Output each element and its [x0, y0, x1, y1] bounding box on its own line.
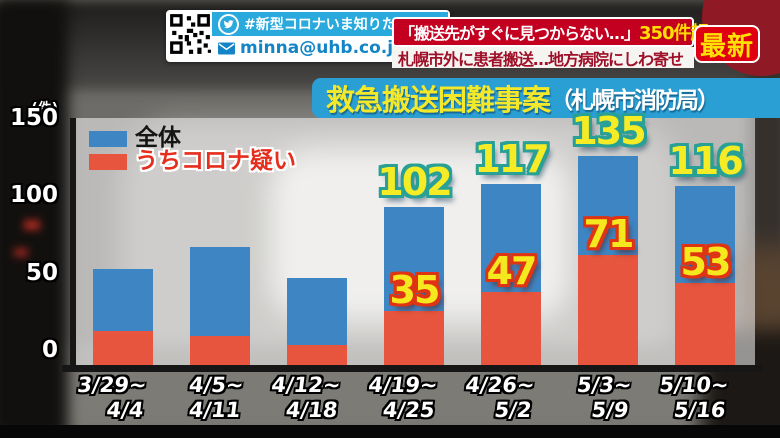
x-tick-label: 5/3~ 5/9 [575, 373, 634, 422]
twitter-icon [218, 13, 239, 35]
legend-label-total: 全体 [135, 125, 181, 151]
value-label-total: 116 [668, 138, 743, 183]
y-tick-label: 0 [41, 337, 58, 363]
bar-total [93, 269, 153, 365]
legend-item-total: 全体 [89, 127, 296, 150]
chart-title-source: （札幌市消防局） [550, 88, 720, 114]
headline-count: 350件超 [639, 23, 709, 44]
legend-item-covid: うちコロナ疑い [89, 150, 296, 173]
x-axis-ticks: 3/29~ 4/4 4/5~ 4/11 4/12~ 4/18 4/19~ 4/25 4/26~ 5… [70, 373, 770, 425]
qr-code-icon [168, 12, 212, 56]
value-label-covid: 35 [389, 267, 441, 312]
x-tick-label: 3/29~ 4/4 [76, 373, 149, 422]
bar-total [384, 207, 444, 365]
bar-total [190, 247, 250, 365]
bar-covid-segment [578, 255, 638, 365]
hashtag-text: #新型コロナいま知りたいこと [244, 17, 438, 33]
x-axis-line [62, 365, 762, 372]
x-tick-label: 4/5~ 4/11 [187, 373, 246, 422]
headline-banner: 「搬送先がすぐに見つからない…」 350件超 [392, 17, 709, 47]
background-taillight [14, 248, 28, 257]
bar-total [675, 185, 735, 365]
email-text: minna@uhb.co.jp [240, 38, 406, 58]
y-tick-label: 50 [25, 259, 58, 286]
x-tick-label: 5/10~ 5/16 [658, 373, 731, 422]
chart-legend: 全体 うちコロナ疑い [89, 127, 296, 173]
value-label-total: 102 [377, 160, 452, 205]
y-axis-ticks: 0 50 100 150 [0, 105, 58, 365]
letterbox-bar [0, 425, 780, 438]
bar-total [578, 156, 638, 365]
y-tick-label: 150 [9, 105, 58, 131]
bar-total [287, 278, 347, 365]
plot-area: 102 35 117 47 135 71 116 53 [76, 112, 755, 365]
value-label-covid: 53 [680, 240, 732, 285]
bar-covid-segment [384, 310, 444, 365]
y-tick-label: 100 [9, 182, 58, 209]
x-tick-label: 4/12~ 4/18 [270, 373, 343, 422]
x-tick-label: 4/19~ 4/25 [367, 373, 440, 422]
mail-icon [218, 42, 235, 54]
latest-badge: 最新 [694, 25, 760, 63]
bar-covid-segment [93, 330, 153, 365]
background-dark-left [0, 0, 68, 438]
headline-subtitle: 札幌市外に患者搬送…地方病院にしわ寄せ [392, 47, 694, 69]
background-taillight [24, 220, 40, 230]
headline-main: 「搬送先がすぐに見つからない…」 [399, 24, 640, 43]
legend-swatch-covid [89, 153, 127, 170]
bar-covid-segment [287, 344, 347, 365]
value-label-total: 135 [571, 109, 646, 154]
legend-swatch-total [89, 130, 127, 147]
bar-covid-segment [675, 283, 735, 365]
chart-title-bar: 救急搬送困難事案 （札幌市消防局） [312, 78, 780, 118]
y-axis-unit-label: (件) [31, 101, 58, 117]
plot-panel: 全体 うちコロナ疑い 102 35 117 47 135 71 116 53 [70, 112, 755, 365]
value-label-total: 117 [474, 137, 549, 182]
bar-covid-segment [190, 335, 250, 365]
value-label-covid: 47 [486, 249, 538, 294]
legend-label-covid: うちコロナ疑い [135, 148, 296, 174]
x-tick-label: 4/26~ 5/2 [464, 373, 537, 422]
value-label-covid: 71 [583, 212, 635, 257]
bar-total [481, 184, 541, 365]
chart-title: 救急搬送困難事案 [326, 83, 551, 117]
bar-covid-segment [481, 292, 541, 365]
